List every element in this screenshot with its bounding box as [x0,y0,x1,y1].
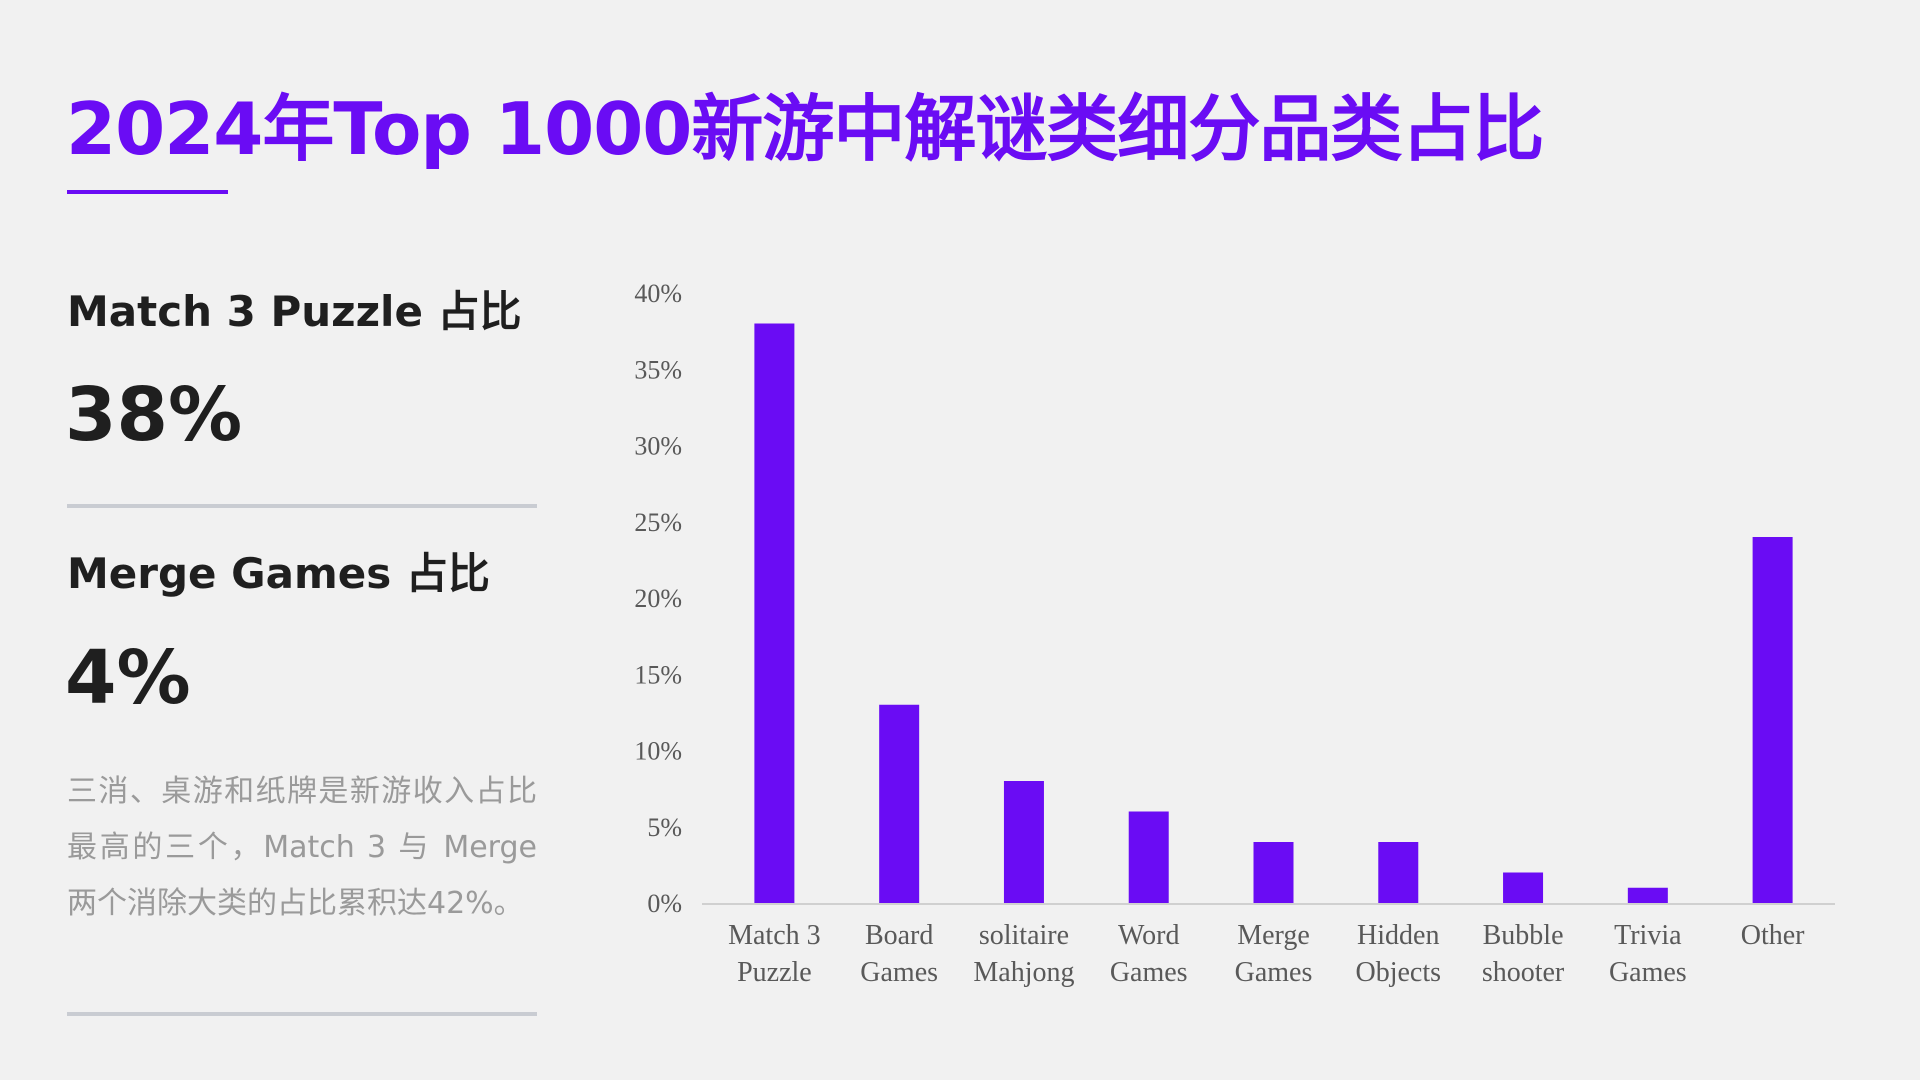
y-tick-label: 20% [634,584,682,613]
x-tick-label: Mahjong [973,957,1074,988]
bar [1128,811,1169,903]
x-tick-label: Other [1741,920,1805,951]
x-tick-label: Puzzle [737,957,812,988]
y-tick-label: 0% [647,889,682,918]
x-tick-label: Games [1110,957,1188,988]
page-title: 2024年Top 1000新游中解谜类细分品类占比 [66,87,1544,171]
stat-value-merge: 4% [65,635,191,721]
title-underline [67,190,228,194]
x-tick-label: Merge [1237,920,1310,951]
x-tick-label: Bubble [1483,920,1564,951]
y-tick-label: 35% [634,355,682,384]
x-tick-label: solitaire [979,920,1069,951]
x-tick-label: Games [860,957,938,988]
y-tick-label: 5% [647,813,682,842]
y-tick-label: 10% [634,737,682,766]
y-tick-label: 15% [634,660,682,689]
bar [1253,842,1294,903]
x-tick-label: Trivia [1614,920,1682,951]
y-tick-label: 25% [634,508,682,537]
stat-label-match3: Match 3 Puzzle 占比 [67,287,522,336]
description-text: 三消、桌游和纸牌是新游收入占比最高的三个，Match 3 与 Merge 两个消… [67,774,537,921]
bar [1003,781,1044,903]
x-tick-label: Games [1235,957,1313,988]
divider-bottom [67,1012,537,1016]
stat-value-match3: 38% [65,372,243,458]
x-tick-label: Hidden [1357,920,1439,951]
bar [754,323,795,903]
divider-top [67,504,537,508]
bar [1627,887,1668,903]
stat-label-merge: Merge Games 占比 [67,549,490,598]
x-tick-label: Games [1609,957,1687,988]
bar [1503,872,1544,903]
x-tick-label: Word [1118,920,1180,951]
x-tick-label: Match 3 [728,920,821,951]
y-tick-label: 30% [634,432,682,461]
x-tick-label: shooter [1482,957,1565,988]
x-tick-label: Board [865,920,933,951]
bar [1378,842,1419,903]
x-tick-label: Objects [1356,957,1442,988]
y-tick-label: 40% [634,279,682,308]
bar [879,704,920,903]
bar-chart: 0% 5% 10% 15% 20% 25% 30% 35% 40% Match 3 Puzzle Bo… [634,279,1835,988]
bar [1752,537,1793,903]
